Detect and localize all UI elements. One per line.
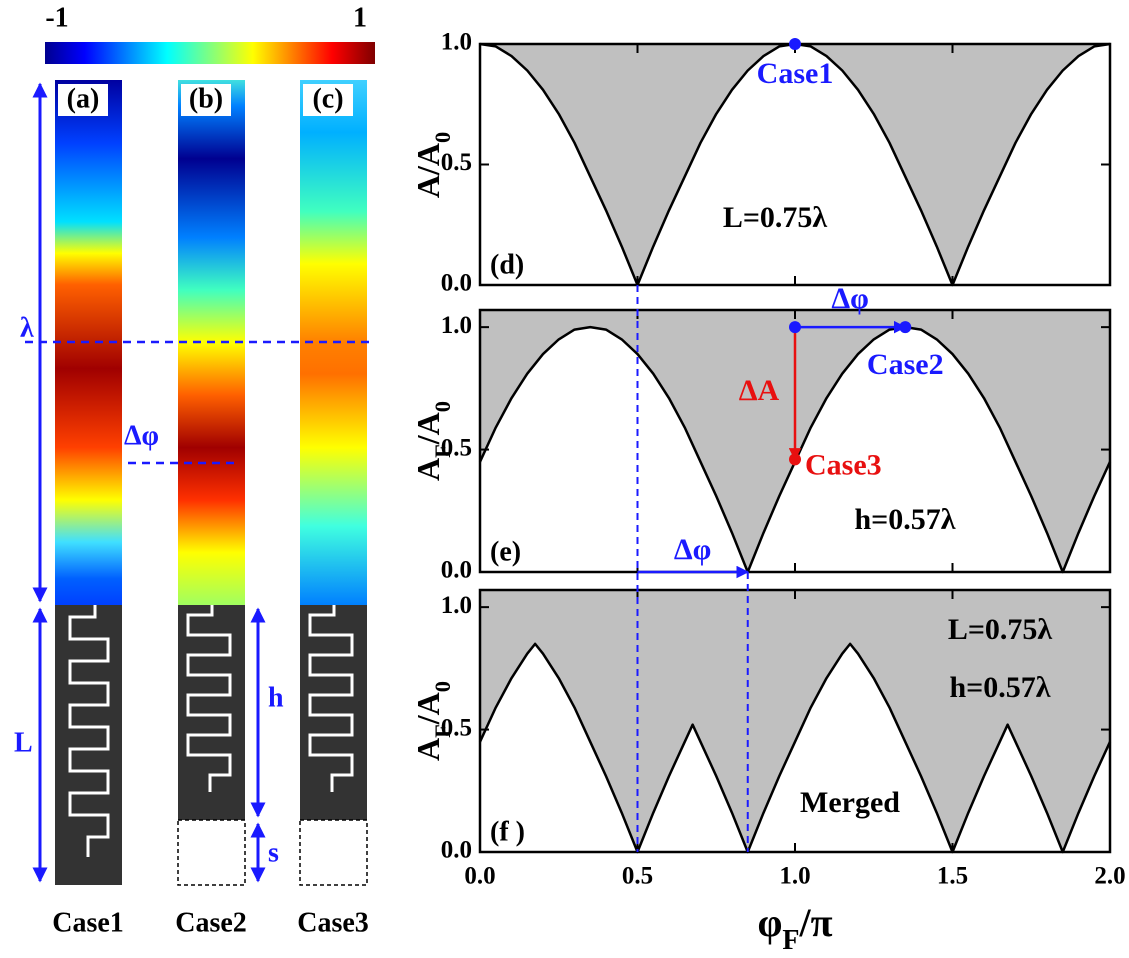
- case-label: Case3: [297, 907, 369, 938]
- panel-label: (c): [312, 83, 343, 114]
- annotation: h=0.57λ: [949, 671, 1050, 704]
- point-label: Case3: [805, 448, 882, 481]
- h-label: h: [268, 682, 284, 713]
- text-part: φ: [757, 900, 782, 945]
- annotation: h=0.57λ: [854, 503, 955, 536]
- x-axis-label: φF/π: [757, 900, 832, 956]
- subscript: 0: [430, 401, 455, 412]
- arrow-label: Δφ: [831, 282, 869, 315]
- case-point: [789, 453, 801, 465]
- subscript: F: [430, 444, 455, 458]
- colorbar: [45, 42, 375, 64]
- empty-gap: [178, 820, 245, 885]
- x-tick-label: 0.5: [622, 863, 653, 890]
- text-part: /A: [410, 412, 446, 445]
- figure: -1 1 (a) (b) (c) Case1 Case2 Case3 λ L h…: [0, 0, 1129, 958]
- arrow-label: ΔA: [739, 374, 780, 407]
- subscript: 0: [430, 132, 455, 143]
- arrow-label: Δφ: [674, 533, 712, 566]
- panel-label: (f ): [490, 816, 525, 847]
- annotation: L=0.75λ: [948, 613, 1053, 646]
- y-tick-label: 1.0: [441, 592, 472, 619]
- subscript: F: [430, 724, 455, 738]
- annotation: L=0.75λ: [723, 201, 828, 234]
- case-point: [899, 321, 911, 333]
- y-tick-label: 0.0: [441, 837, 472, 864]
- text-part: A/A: [410, 143, 446, 198]
- text-part: /A: [410, 692, 446, 725]
- point-label: Case2: [867, 348, 944, 381]
- text-part: A: [410, 458, 446, 481]
- case-point: [789, 321, 801, 333]
- x-tick-label: 1.0: [779, 863, 810, 890]
- panel-label: (d): [490, 249, 524, 280]
- x-tick-label: 2.0: [1094, 863, 1125, 890]
- subscript: 0: [430, 681, 455, 692]
- panel-label: (e): [490, 536, 521, 567]
- y-tick-label: 1.0: [441, 312, 472, 339]
- y-tick-label: 0.0: [441, 557, 472, 584]
- text-part: /π: [799, 900, 833, 945]
- colorbar-max: 1: [353, 2, 367, 33]
- case-label: Case1: [52, 907, 124, 938]
- y-tick-label: 1.0: [441, 29, 472, 56]
- lambda-label: λ: [20, 312, 34, 343]
- x-tick-label: 0.0: [464, 863, 495, 890]
- case-point: [789, 38, 801, 50]
- text-part: A: [410, 738, 446, 761]
- case-label: Case2: [175, 907, 247, 938]
- dphi-label: Δφ: [124, 420, 159, 451]
- L-label: L: [14, 727, 33, 758]
- empty-gap: [300, 820, 367, 885]
- panel-label: (a): [67, 83, 100, 114]
- colorbar-min: -1: [45, 2, 68, 33]
- page: {"diagram": { "colorbar": {"min_label": …: [0, 0, 1129, 958]
- panel-label: (b): [189, 83, 223, 114]
- s-label: s: [268, 837, 279, 868]
- annotation: Merged: [800, 786, 900, 819]
- x-tick-label: 1.5: [937, 863, 968, 890]
- y-tick-label: 0.0: [441, 270, 472, 297]
- point-label: Case1: [757, 57, 834, 90]
- subscript: F: [782, 925, 799, 956]
